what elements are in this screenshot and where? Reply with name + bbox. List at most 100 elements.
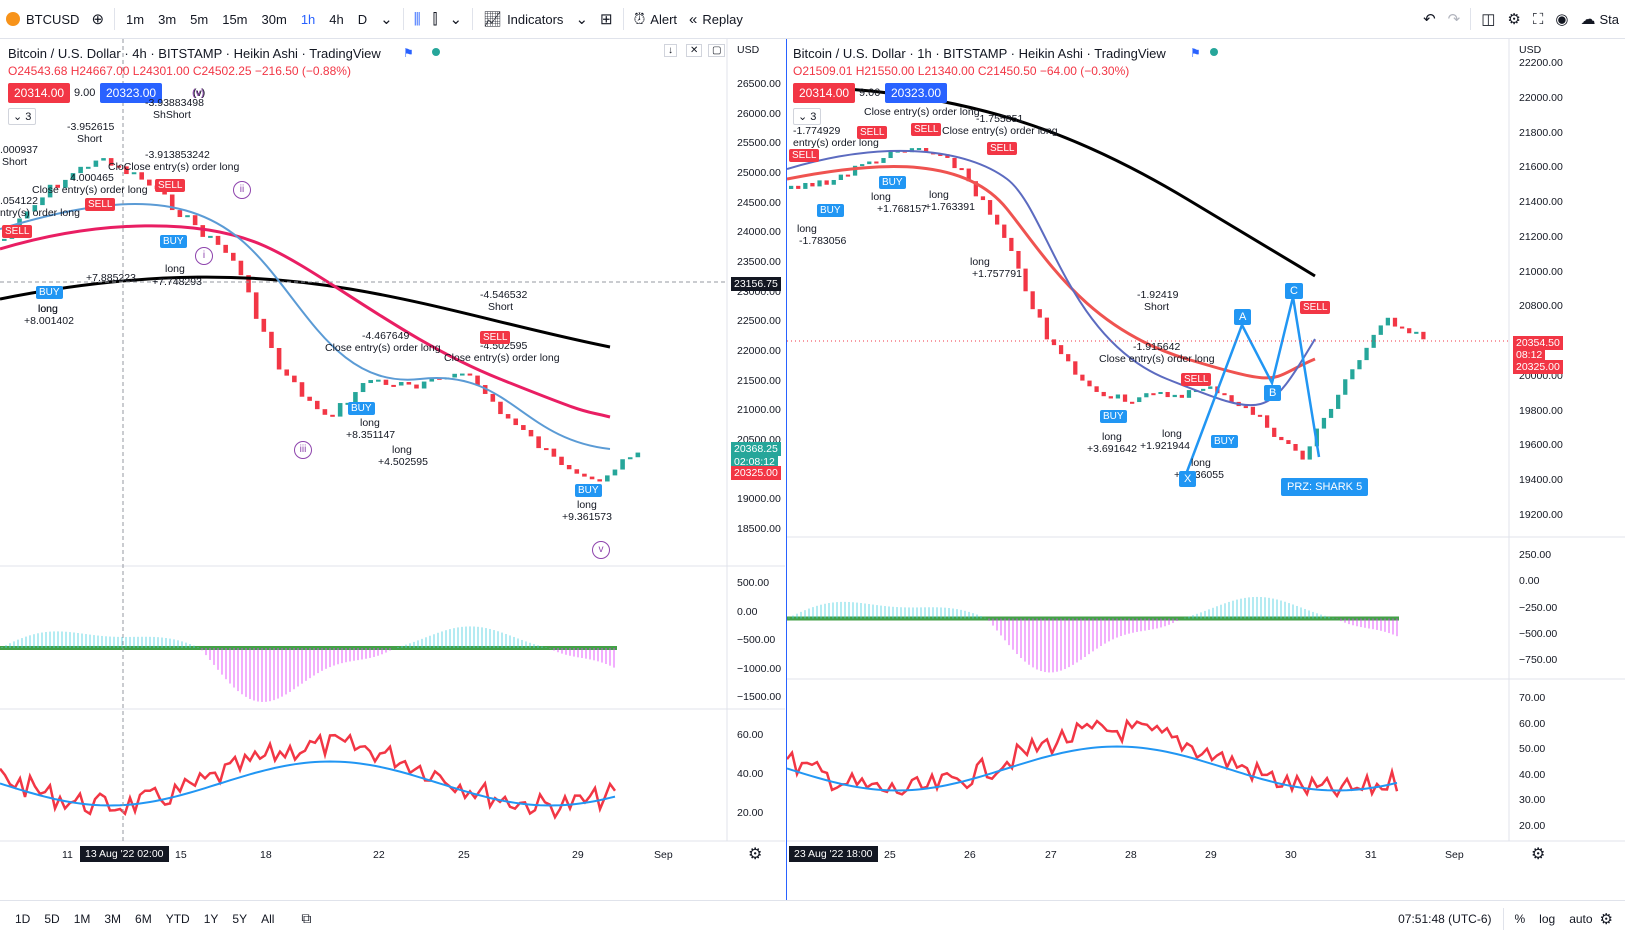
right-chart-canvas[interactable]: [787, 39, 1625, 900]
cloud-save-button[interactable]: ☁ Sta: [1574, 0, 1625, 38]
candle: [966, 168, 971, 182]
left-collapse-toggle[interactable]: ⌄ 3: [8, 108, 37, 125]
left-ask-button[interactable]: 20323.00: [100, 83, 163, 103]
right-chart-pane[interactable]: Bitcoin / U.S. Dollar · 1h · BITSTAMP · …: [786, 39, 1625, 900]
tf-30m[interactable]: 30m: [261, 11, 287, 27]
undo-icon[interactable]: ↶: [1423, 11, 1436, 28]
date-range-icon[interactable]: ⧉: [301, 910, 312, 926]
candle: [945, 154, 950, 158]
redo-icon[interactable]: ↷: [1447, 11, 1461, 28]
candle: [55, 184, 61, 188]
range-all[interactable]: All: [261, 911, 275, 926]
left-chart-pane[interactable]: Bitcoin / U.S. Dollar · 4h · BITSTAMP · …: [0, 39, 785, 900]
candle: [1023, 268, 1028, 292]
divider: [622, 8, 624, 30]
right-bid-button[interactable]: 20314.00: [793, 83, 856, 103]
sell-signal-tag: SELL: [857, 126, 888, 139]
price-axis-label: −500.00: [737, 634, 776, 646]
candle: [238, 260, 244, 276]
left-countdown: 02:08:12: [731, 455, 778, 469]
candle: [421, 381, 427, 389]
clock[interactable]: 07:51:48 (UTC-6): [1398, 911, 1492, 926]
symbol-label: BTCUSD: [26, 11, 80, 27]
range-1m[interactable]: 1M: [73, 911, 91, 926]
tf-1h[interactable]: 1h: [300, 11, 316, 27]
candle: [612, 469, 618, 476]
indicators-button[interactable]: 📈︎ Indicators: [477, 0, 569, 38]
settings-gear-icon[interactable]: ⚙: [1599, 910, 1613, 928]
price-axis-label: 22000.00: [737, 345, 781, 357]
sell-signal-tag: SELL: [2, 225, 33, 238]
percent-toggle[interactable]: %: [1514, 911, 1526, 926]
left-currency-label[interactable]: USD: [737, 44, 760, 56]
candle: [582, 473, 587, 477]
candle: [995, 214, 1000, 225]
candle: [1343, 379, 1348, 395]
maximize-icon[interactable]: ▢: [708, 44, 726, 57]
left-settings-gear-icon[interactable]: ⚙: [748, 846, 763, 863]
candle: [24, 211, 30, 219]
layout-grid-icon[interactable]: ⊞: [600, 11, 613, 28]
candle: [131, 172, 137, 175]
candles-icon[interactable]: ⫿: [432, 10, 438, 28]
price-axis-label: 19200.00: [1519, 509, 1563, 521]
time-axis-label: 29: [1205, 849, 1217, 861]
right-collapse-toggle[interactable]: ⌄ 3: [793, 108, 822, 125]
range-ytd[interactable]: YTD: [165, 911, 190, 926]
bar-chart-icon[interactable]: ⫼: [413, 10, 421, 28]
wave-label: i: [195, 247, 213, 265]
candle: [337, 403, 343, 417]
buy-signal-tag: BUY: [575, 484, 602, 497]
chevron-down-icon[interactable]: ⌄: [449, 11, 463, 28]
candle: [284, 369, 290, 376]
log-toggle[interactable]: log: [1539, 911, 1556, 926]
trade-annotation: Close entry(s) order long: [942, 125, 1058, 137]
left-bid-button[interactable]: 20314.00: [8, 83, 71, 103]
candle: [1300, 450, 1305, 460]
candle: [574, 469, 580, 474]
tf-1m[interactable]: 1m: [126, 11, 145, 27]
left-chart-canvas[interactable]: [0, 39, 785, 900]
range-3m[interactable]: 3M: [104, 911, 122, 926]
trade-annotation: +8.351147: [346, 429, 396, 441]
tf-d[interactable]: D: [357, 11, 368, 27]
auto-toggle[interactable]: auto: [1569, 911, 1593, 926]
arrow-down-icon[interactable]: ↓: [664, 44, 677, 57]
replay-button[interactable]: « Replay: [683, 0, 749, 38]
time-axis-label: 29: [572, 849, 584, 861]
trade-annotation: +3.691642: [1087, 443, 1137, 455]
chevron-down-icon[interactable]: ⌄: [380, 11, 393, 28]
range-6m[interactable]: 6M: [135, 911, 152, 926]
symbol-search[interactable]: BTCUSD: [0, 0, 85, 38]
range-1d[interactable]: 1D: [15, 911, 31, 926]
right-ohlc: O21509.01 H21550.00 L21340.00 C21450.50 …: [793, 64, 1130, 78]
tf-3m[interactable]: 3m: [158, 11, 177, 27]
range-5y[interactable]: 5Y: [232, 911, 248, 926]
right-settings-gear-icon[interactable]: ⚙: [1531, 846, 1546, 863]
buy-signal-tag: BUY: [36, 286, 63, 299]
right-currency-label[interactable]: USD: [1519, 44, 1542, 56]
compare-plus-icon[interactable]: ⊕: [91, 11, 105, 28]
replay-label: Replay: [702, 11, 743, 27]
range-5d[interactable]: 5D: [44, 911, 60, 926]
tf-4h[interactable]: 4h: [329, 11, 344, 27]
range-1y[interactable]: 1Y: [203, 911, 219, 926]
camera-icon[interactable]: ◉: [1555, 11, 1569, 28]
close-icon[interactable]: ✕: [686, 44, 703, 57]
layout-split-icon[interactable]: ◫: [1481, 11, 1496, 28]
trade-annotation: +8.001402: [24, 315, 74, 327]
candle: [1066, 354, 1071, 362]
chevron-down-icon[interactable]: ⌄: [575, 11, 589, 28]
candle: [467, 373, 473, 376]
candle: [269, 331, 274, 348]
fullscreen-icon[interactable]: ⛶: [1532, 10, 1544, 28]
candle: [85, 166, 91, 169]
right-ask-button[interactable]: 20323.00: [885, 83, 948, 103]
alert-button[interactable]: ⏰︎ Alert: [628, 0, 683, 38]
trade-annotation: +1.757791: [972, 268, 1022, 280]
settings-icon[interactable]: ⚙: [1507, 11, 1521, 28]
price-axis-label: 0.00: [737, 606, 758, 618]
tf-5m[interactable]: 5m: [190, 11, 209, 27]
candle: [2, 238, 7, 241]
tf-15m[interactable]: 15m: [222, 11, 248, 27]
